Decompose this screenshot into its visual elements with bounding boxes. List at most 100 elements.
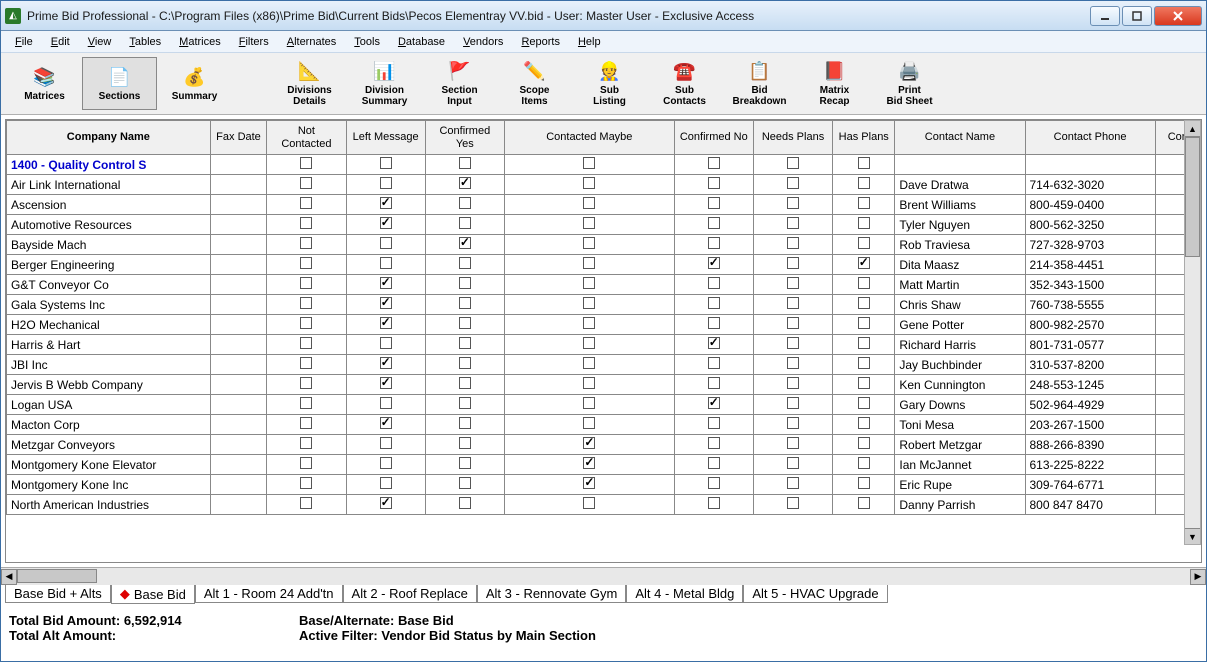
contact-name-cell[interactable]: Gary Downs bbox=[895, 395, 1025, 415]
contact-name-cell[interactable]: Toni Mesa bbox=[895, 415, 1025, 435]
checkbox[interactable] bbox=[380, 317, 392, 329]
table-row[interactable]: Montgomery Kone IncEric Rupe309-764-6771 bbox=[7, 475, 1201, 495]
scroll-down-icon[interactable]: ▼ bbox=[1185, 528, 1200, 544]
checkbox[interactable] bbox=[459, 257, 471, 269]
contact-phone-cell[interactable]: 800-982-2570 bbox=[1025, 315, 1155, 335]
table-row[interactable]: Logan USAGary Downs502-964-4929 bbox=[7, 395, 1201, 415]
checkbox[interactable] bbox=[583, 197, 595, 209]
contact-name-cell[interactable]: Brent Williams bbox=[895, 195, 1025, 215]
contact-name-cell[interactable]: Danny Parrish bbox=[895, 495, 1025, 515]
scroll-right-icon[interactable]: ▶ bbox=[1190, 569, 1206, 585]
checkbox[interactable] bbox=[300, 397, 312, 409]
checkbox[interactable] bbox=[787, 317, 799, 329]
checkbox[interactable] bbox=[583, 397, 595, 409]
checkbox[interactable] bbox=[583, 337, 595, 349]
tab-base-bid-alts[interactable]: Base Bid + Alts bbox=[5, 585, 111, 603]
checkbox[interactable] bbox=[583, 357, 595, 369]
section-check[interactable] bbox=[858, 157, 870, 169]
contact-name-cell[interactable]: Ian McJannet bbox=[895, 455, 1025, 475]
fax-date-cell[interactable] bbox=[210, 435, 267, 455]
table-row[interactable]: Macton CorpToni Mesa203-267-1500 bbox=[7, 415, 1201, 435]
checkbox[interactable] bbox=[459, 177, 471, 189]
checkbox[interactable] bbox=[459, 217, 471, 229]
company-cell[interactable]: Montgomery Kone Elevator bbox=[7, 455, 211, 475]
table-row[interactable]: Berger EngineeringDita Maasz214-358-4451 bbox=[7, 255, 1201, 275]
table-row[interactable]: North American IndustriesDanny Parrish80… bbox=[7, 495, 1201, 515]
company-cell[interactable]: Bayside Mach bbox=[7, 235, 211, 255]
checkbox[interactable] bbox=[708, 217, 720, 229]
checkbox[interactable] bbox=[583, 217, 595, 229]
checkbox[interactable] bbox=[300, 177, 312, 189]
checkbox[interactable] bbox=[300, 317, 312, 329]
checkbox[interactable] bbox=[787, 197, 799, 209]
checkbox[interactable] bbox=[459, 377, 471, 389]
checkbox[interactable] bbox=[583, 177, 595, 189]
minimize-button[interactable] bbox=[1090, 6, 1120, 26]
tab-alt-1-room-24-add-tn[interactable]: Alt 1 - Room 24 Add'tn bbox=[195, 585, 343, 603]
fax-date-cell[interactable] bbox=[210, 255, 267, 275]
tab-alt-5-hvac-upgrade[interactable]: Alt 5 - HVAC Upgrade bbox=[743, 585, 887, 603]
checkbox[interactable] bbox=[787, 337, 799, 349]
table-row[interactable]: JBI IncJay Buchbinder310-537-8200 bbox=[7, 355, 1201, 375]
contact-phone-cell[interactable]: 727-328-9703 bbox=[1025, 235, 1155, 255]
checkbox[interactable] bbox=[858, 437, 870, 449]
col-header-needs-plans[interactable]: Needs Plans bbox=[753, 121, 832, 155]
maximize-button[interactable] bbox=[1122, 6, 1152, 26]
checkbox[interactable] bbox=[300, 237, 312, 249]
company-cell[interactable]: JBI Inc bbox=[7, 355, 211, 375]
company-cell[interactable]: Gala Systems Inc bbox=[7, 295, 211, 315]
col-header-contacted-maybe[interactable]: Contacted Maybe bbox=[504, 121, 674, 155]
checkbox[interactable] bbox=[300, 477, 312, 489]
col-header-not-contacted[interactable]: Not Contacted bbox=[267, 121, 346, 155]
checkbox[interactable] bbox=[787, 437, 799, 449]
fax-date-cell[interactable] bbox=[210, 275, 267, 295]
vertical-scrollbar[interactable]: ▲ ▼ bbox=[1184, 120, 1201, 545]
checkbox[interactable] bbox=[708, 277, 720, 289]
checkbox[interactable] bbox=[858, 197, 870, 209]
table-row[interactable]: Harris & HartRichard Harris801-731-0577 bbox=[7, 335, 1201, 355]
col-header-left-message[interactable]: Left Message bbox=[346, 121, 425, 155]
contact-phone-cell[interactable]: 310-537-8200 bbox=[1025, 355, 1155, 375]
contact-name-cell[interactable]: Tyler Nguyen bbox=[895, 215, 1025, 235]
contact-name-cell[interactable]: Robert Metzgar bbox=[895, 435, 1025, 455]
checkbox[interactable] bbox=[459, 277, 471, 289]
company-cell[interactable]: Jervis B Webb Company bbox=[7, 375, 211, 395]
checkbox[interactable] bbox=[380, 177, 392, 189]
contact-phone-cell[interactable]: 801-731-0577 bbox=[1025, 335, 1155, 355]
toolbar-division-summary[interactable]: 📊DivisionSummary bbox=[347, 57, 422, 110]
menu-database[interactable]: Database bbox=[390, 34, 453, 50]
checkbox[interactable] bbox=[459, 297, 471, 309]
checkbox[interactable] bbox=[300, 257, 312, 269]
checkbox[interactable] bbox=[787, 497, 799, 509]
col-header-company-name[interactable]: Company Name bbox=[7, 121, 211, 155]
checkbox[interactable] bbox=[858, 177, 870, 189]
checkbox[interactable] bbox=[708, 377, 720, 389]
checkbox[interactable] bbox=[380, 397, 392, 409]
contact-name-cell[interactable]: Matt Martin bbox=[895, 275, 1025, 295]
checkbox[interactable] bbox=[380, 437, 392, 449]
contact-phone-cell[interactable]: 248-553-1245 bbox=[1025, 375, 1155, 395]
checkbox[interactable] bbox=[300, 417, 312, 429]
checkbox[interactable] bbox=[858, 317, 870, 329]
toolbar-matrices[interactable]: 📚Matrices bbox=[7, 57, 82, 110]
contact-name-cell[interactable]: Richard Harris bbox=[895, 335, 1025, 355]
company-cell[interactable]: Macton Corp bbox=[7, 415, 211, 435]
checkbox[interactable] bbox=[787, 357, 799, 369]
checkbox[interactable] bbox=[787, 417, 799, 429]
menu-filters[interactable]: Filters bbox=[231, 34, 277, 50]
checkbox[interactable] bbox=[459, 417, 471, 429]
checkbox[interactable] bbox=[858, 337, 870, 349]
toolbar-print-bid-sheet[interactable]: 🖨️PrintBid Sheet bbox=[872, 57, 947, 110]
scroll-up-icon[interactable]: ▲ bbox=[1185, 121, 1200, 137]
toolbar-sub-contacts[interactable]: ☎️SubContacts bbox=[647, 57, 722, 110]
checkbox[interactable] bbox=[858, 417, 870, 429]
toolbar-scope-items[interactable]: ✏️ScopeItems bbox=[497, 57, 572, 110]
checkbox[interactable] bbox=[858, 497, 870, 509]
checkbox[interactable] bbox=[459, 237, 471, 249]
checkbox[interactable] bbox=[858, 277, 870, 289]
fax-date-cell[interactable] bbox=[210, 395, 267, 415]
checkbox[interactable] bbox=[708, 177, 720, 189]
checkbox[interactable] bbox=[300, 277, 312, 289]
section-check[interactable] bbox=[380, 157, 392, 169]
section-check[interactable] bbox=[583, 157, 595, 169]
